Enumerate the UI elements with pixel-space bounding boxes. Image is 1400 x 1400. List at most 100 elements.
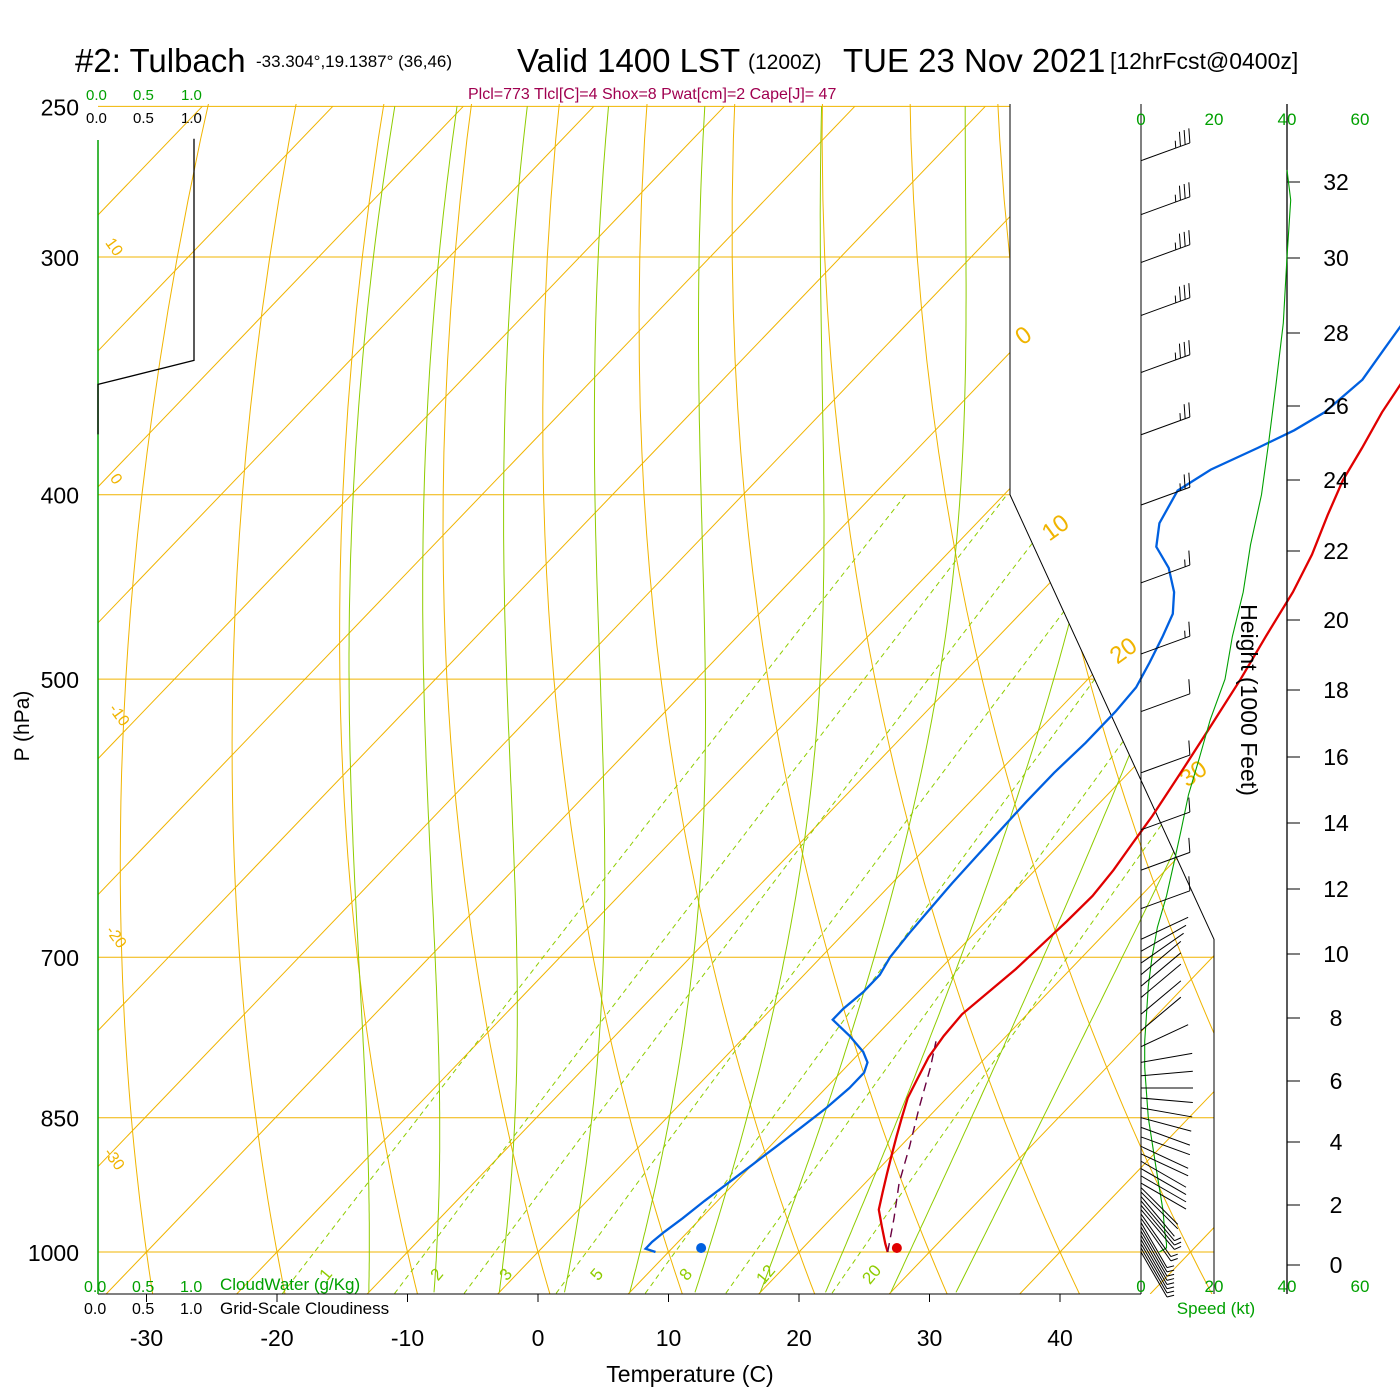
barb-flag — [1183, 474, 1186, 489]
spd-top-3: 60 — [1351, 110, 1370, 129]
barb-staff — [1140, 1182, 1187, 1210]
wind-barb — [1140, 940, 1182, 976]
cw-bot-0: 0.0 — [84, 1279, 106, 1296]
isotherm-tail — [1019, 1251, 1061, 1294]
moist-adiabat — [890, 106, 1214, 1293]
barb-flag — [1178, 185, 1181, 201]
barb-half — [1174, 194, 1177, 202]
isotherm — [98, 105, 986, 1253]
dry-adiabat — [119, 104, 216, 1294]
wind-barb — [1140, 1145, 1189, 1169]
barb-half — [1184, 630, 1186, 638]
barb-flag — [1188, 797, 1191, 813]
height-tick-label-0: 0 — [1330, 1252, 1343, 1278]
barb-staff — [1140, 244, 1191, 263]
isotherm-tail — [1149, 1251, 1191, 1294]
cw-top-2: 1.0 — [181, 87, 202, 104]
barb-half — [1174, 1237, 1182, 1242]
wind-barb — [1140, 1209, 1182, 1250]
forecast-label: [12hrFcst@0400z] — [1110, 48, 1298, 74]
diagram-frame — [1009, 104, 1215, 1294]
wind-barb — [1140, 1168, 1187, 1196]
height-tick-label-14: 14 — [1323, 810, 1349, 836]
barb-staff — [1140, 980, 1182, 1015]
barb-half — [1174, 1241, 1182, 1246]
mixing-ratio-line — [634, 494, 1214, 1294]
wind-barb — [1140, 340, 1191, 373]
x-tick-label-20: 20 — [786, 1325, 812, 1351]
wind-barb — [1140, 952, 1182, 987]
wind-barb — [1140, 924, 1187, 952]
barb-staff — [1140, 754, 1191, 774]
cloudwater-scale-top: 0.0 0.5 1.0 — [86, 87, 202, 104]
cloudiness-profile — [97, 138, 195, 435]
barb-flag — [1183, 404, 1186, 419]
parcel-line — [887, 1041, 937, 1253]
p-tick-label-250: 250 — [41, 94, 79, 120]
barb-staff — [1140, 1243, 1168, 1289]
wind-barb — [1140, 1160, 1187, 1188]
isotherm — [407, 105, 1214, 1253]
barb-staff — [1140, 416, 1191, 436]
barb-staff — [1140, 1126, 1191, 1146]
wind-barb — [1140, 283, 1191, 316]
height-tick-label-26: 26 — [1323, 393, 1349, 419]
valid-time: Valid 1400 LST — [517, 42, 740, 79]
barb-staff — [1140, 932, 1184, 964]
moist-adiabat — [759, 106, 967, 1293]
adiabat-label-10: 10 — [102, 235, 126, 259]
wind-barb — [1140, 1204, 1182, 1246]
isotherm-tail — [366, 1251, 408, 1294]
height-tick-label-20: 20 — [1323, 607, 1349, 633]
barb-flag — [1188, 402, 1191, 418]
height-axis-title: Height (1000 Feet) — [1236, 604, 1262, 796]
dry-adiabat — [231, 104, 303, 1294]
barb-staff — [1140, 1247, 1168, 1294]
barb-half — [1184, 559, 1186, 567]
isotherm — [98, 105, 464, 1253]
barb-flag — [1188, 679, 1191, 694]
barb-flag — [1188, 472, 1191, 488]
cw-bot-2: 1.0 — [180, 1279, 202, 1296]
wind-barb — [1140, 1251, 1175, 1298]
wind-barb — [1140, 1235, 1175, 1281]
barb-staff — [1140, 890, 1191, 910]
wind-barb — [1140, 1200, 1182, 1242]
barb-staff — [1140, 297, 1191, 316]
mixing-ratio-label-20: 20 — [858, 1261, 885, 1288]
p-tick-label-850: 850 — [41, 1106, 79, 1132]
mixing-ratio-label-2: 2 — [426, 1265, 447, 1284]
wind-barb — [1140, 916, 1189, 940]
p-tick-label-400: 400 — [41, 483, 79, 509]
cloudiness-scale-bottom: 0.0 0.5 1.0 Grid-Scale Cloudiness — [84, 1299, 389, 1318]
wind-barb — [1140, 1239, 1175, 1286]
isotherm — [98, 105, 856, 1253]
dry-adiabat — [1343, 73, 1400, 1316]
barb-staff — [1140, 1191, 1179, 1230]
mixing-ratio-line — [821, 494, 1214, 1294]
cc-top-1: 0.5 — [133, 110, 154, 127]
barb-staff — [1140, 1235, 1168, 1281]
isotherm-label-0: 0 — [1010, 321, 1037, 351]
wind-barb — [1140, 1153, 1189, 1177]
cloudwater-scale-bottom: 0.0 0.5 1.0 CloudWater (g/Kg) — [84, 1275, 360, 1296]
barb-flag — [1188, 340, 1191, 355]
barb-half — [1166, 1269, 1175, 1273]
wind-barb — [1140, 1024, 1189, 1048]
wind-barb — [1140, 1243, 1175, 1290]
isotherm-tail — [105, 1251, 147, 1294]
barb-staff — [1140, 1200, 1175, 1242]
cloudiness-label: Grid-Scale Cloudiness — [220, 1299, 389, 1318]
height-tick-label-6: 6 — [1330, 1068, 1343, 1094]
barb-flag — [1178, 233, 1181, 249]
cw-top-1: 0.5 — [133, 87, 154, 104]
wind-barb — [1140, 740, 1191, 774]
p-tick-label-700: 700 — [41, 945, 79, 971]
barb-staff — [1140, 924, 1187, 952]
barb-half — [1174, 1246, 1182, 1250]
dry-adiabat — [542, 104, 691, 1294]
height-tick-label-8: 8 — [1330, 1005, 1343, 1031]
adiabat-label--10: -10 — [105, 701, 132, 730]
wind-barb — [1140, 1247, 1175, 1294]
